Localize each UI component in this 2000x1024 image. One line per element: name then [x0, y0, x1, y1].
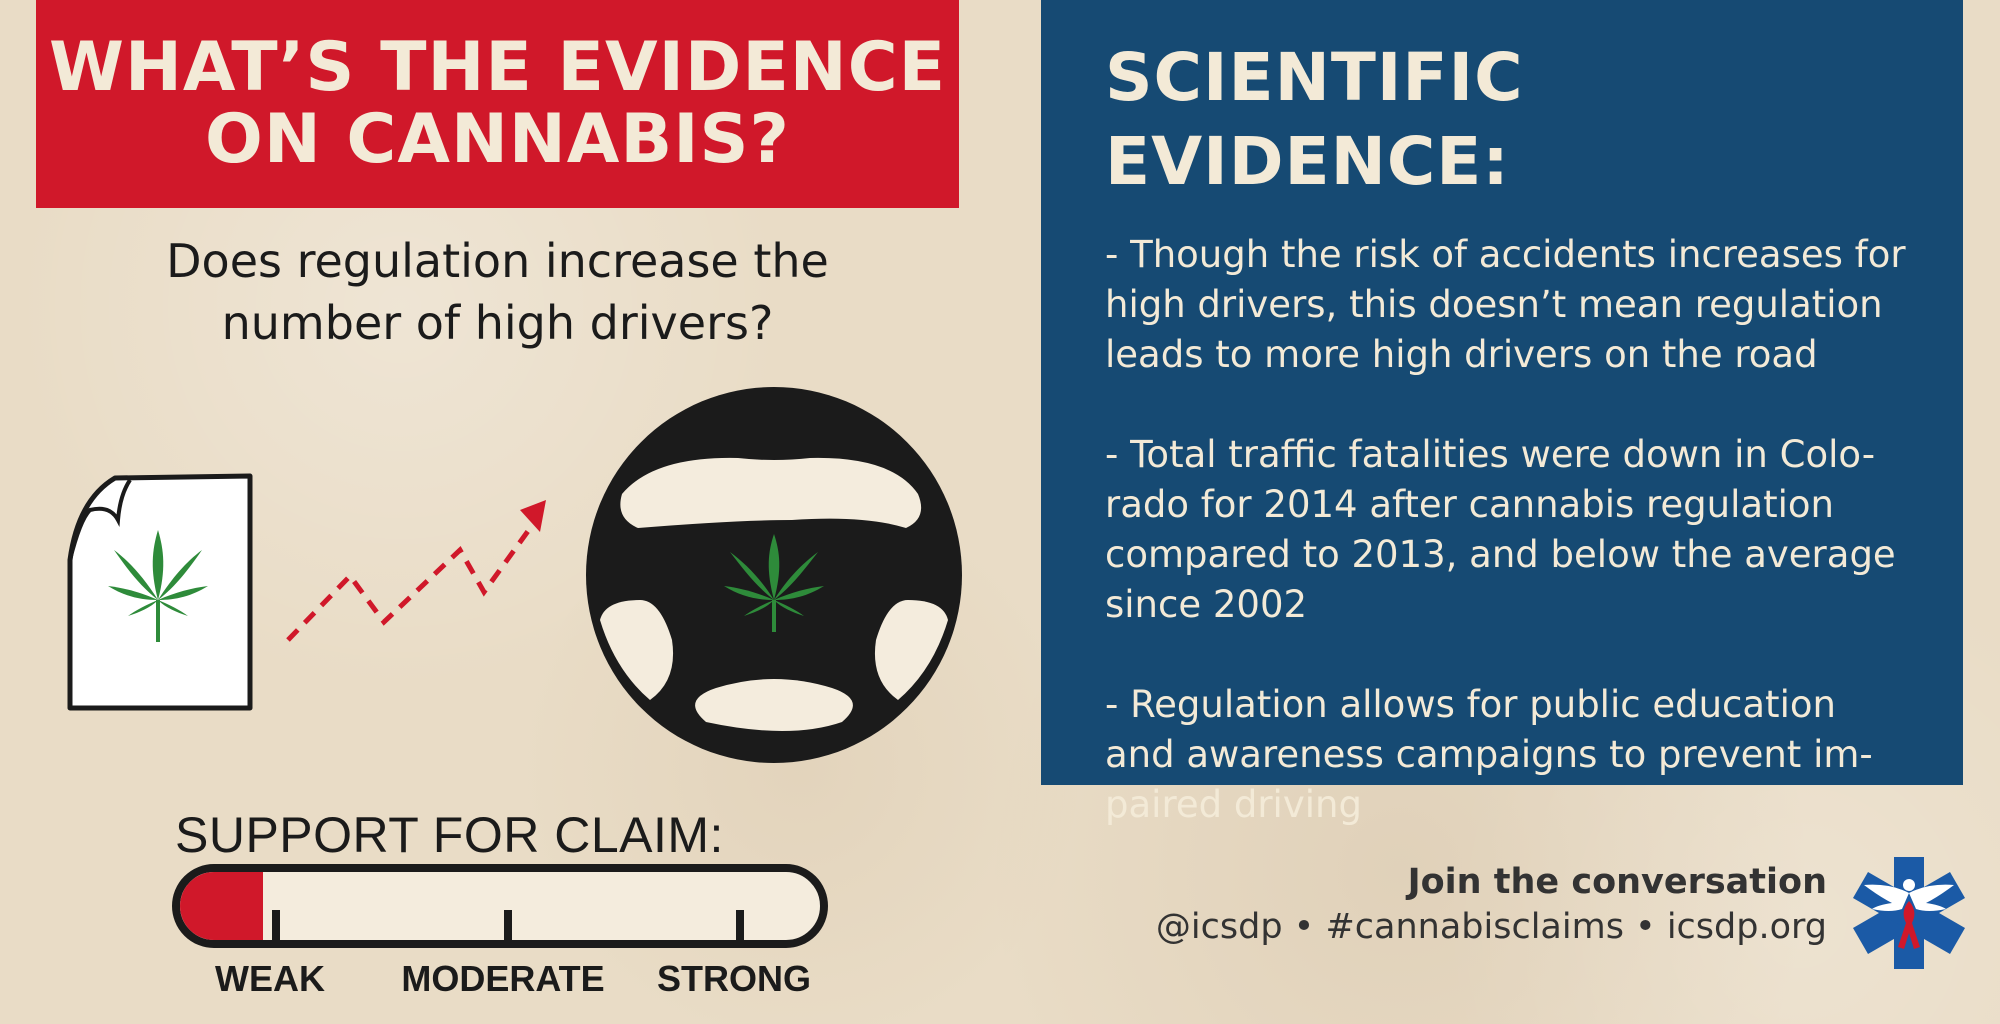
evidence-line: - Total traffic fatalities were down in … [1105, 433, 1876, 476]
rising-arrow-icon [286, 500, 546, 642]
evidence-line: leads to more high drivers on the road [1105, 333, 1818, 376]
evidence-panel: SCIENTIFIC EVIDENCE: - Though the risk o… [1041, 0, 1963, 826]
page-title-line-2: ON CANNABIS? [205, 100, 790, 179]
footer-links[interactable]: @icsdp • #cannabisclaims • icsdp.org [1155, 907, 1827, 947]
evidence-line: and awareness campaigns to prevent im- [1105, 733, 1873, 776]
gauge-tick-strong [736, 910, 744, 940]
evidence-line: high drivers, this doesn’t mean regulati… [1105, 283, 1883, 326]
evidence-point: - Regulation allows for public education… [1105, 680, 1923, 830]
evidence-line: compared to 2013, and below the average [1105, 533, 1896, 576]
claim-question-line-2: number of high drivers? [221, 296, 774, 350]
support-gauge [172, 864, 828, 948]
cannabis-document-icon [67, 473, 253, 711]
evidence-line: - Regulation allows for public education [1105, 683, 1836, 726]
evidence-line: - Though the risk of accidents increases… [1105, 233, 1906, 276]
steering-wheel-icon [586, 387, 962, 763]
page-title-line-1: WHAT’S THE EVIDENCE [48, 28, 947, 107]
gauge-label-strong: STRONG [656, 958, 812, 999]
evidence-line: paired driving [1105, 783, 1362, 826]
illustration [67, 387, 962, 763]
claim-question: Does regulation increase the number of h… [36, 230, 959, 354]
cannabis-leaf-icon [724, 534, 824, 632]
support-title: SUPPORT FOR CLAIM: [175, 807, 724, 863]
icsdp-logo-icon [1853, 857, 1965, 969]
gauge-tick-weak [272, 910, 280, 940]
title-banner: WHAT’S THE EVIDENCE ON CANNABIS? [36, 0, 959, 208]
evidence-point: - Total traffic fatalities were down in … [1105, 430, 1923, 630]
evidence-title: SCIENTIFIC EVIDENCE: [1105, 39, 1524, 200]
support-gauge-fill [180, 872, 264, 940]
cannabis-leaf-icon [108, 530, 208, 642]
footer-heading: Join the conversation [1407, 862, 1827, 902]
evidence-line: rado for 2014 after cannabis regulation [1105, 483, 1834, 526]
evidence-point: - Though the risk of accidents increases… [1105, 230, 1923, 380]
gauge-label-moderate: MODERATE [401, 958, 605, 999]
gauge-label-weak: WEAK [215, 958, 325, 999]
gauge-tick-moderate [504, 910, 512, 940]
evidence-line: since 2002 [1105, 583, 1308, 626]
claim-question-line-1: Does regulation increase the [166, 234, 829, 288]
